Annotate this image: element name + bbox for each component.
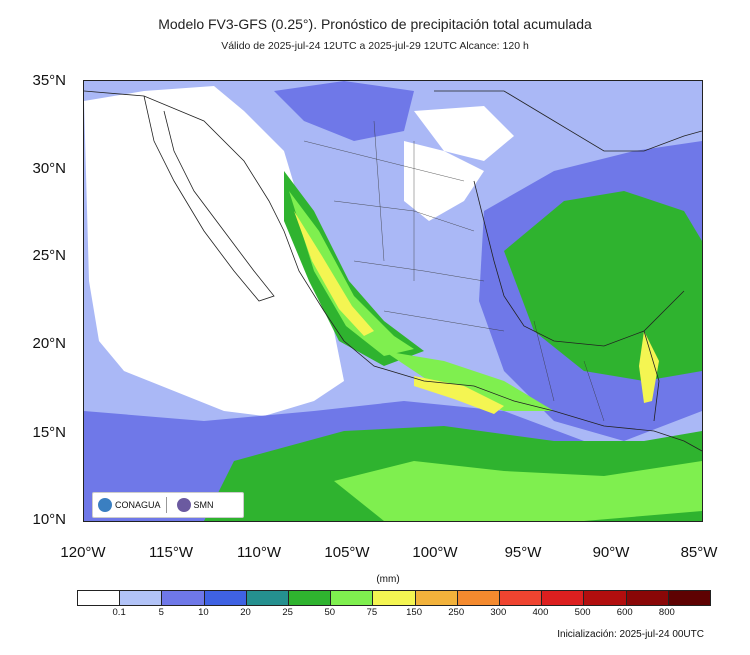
- legend-color-3: [204, 591, 247, 605]
- legend-color-5: [289, 591, 332, 605]
- coastlines: [84, 90, 702, 452]
- map-subtitle: Válido de 2025-jul-24 12UTC a 2025-jul-2…: [221, 40, 529, 52]
- legend-tick-label: 50: [324, 607, 336, 618]
- map-canvas: [84, 81, 702, 521]
- state-borders: [303, 120, 605, 422]
- lat-label-15: 15°N: [32, 424, 66, 441]
- legend-tick-label: 500: [574, 607, 591, 618]
- legend-color-7: [373, 591, 416, 605]
- legend-color-2: [162, 591, 205, 605]
- legend-tick-label: 10: [198, 607, 209, 618]
- legend-color-12: [584, 591, 627, 605]
- conagua-logo-text: CONAGUA: [115, 500, 161, 510]
- lon-label-110w: 110°W: [236, 544, 282, 561]
- legend-unit: (mm): [376, 574, 400, 585]
- legend-tick-label: 600: [616, 607, 633, 618]
- legend-tick-label: 250: [448, 607, 465, 618]
- conagua-logo-icon: [98, 498, 112, 512]
- precip-band-50mm-gulf: [504, 191, 702, 381]
- lon-label-90w: 90°W: [592, 544, 630, 561]
- precip-band-150mm-yucatan: [639, 331, 659, 403]
- legend-color-0: [78, 591, 121, 605]
- legend-tick-label: 75: [366, 607, 378, 618]
- precip-band-75mm-sierra: [289, 191, 414, 356]
- legend-tick-label: 400: [532, 607, 549, 618]
- logo-divider: [165, 497, 167, 513]
- precip-band-75mm-south: [334, 461, 702, 521]
- legend-tick-label: 150: [406, 607, 422, 618]
- lat-label-25: 25°N: [32, 247, 66, 264]
- initialization-label: Inicialización: 2025-jul-24 00UTC: [557, 629, 704, 640]
- lat-label-20: 20°N: [32, 335, 66, 352]
- smn-logo-icon: [176, 498, 191, 512]
- legend-tick-label: 300: [490, 607, 507, 618]
- precip-band-150mm-coast: [414, 376, 504, 414]
- precip-band-10mm-north: [274, 81, 414, 141]
- smn-logo-text: SMN: [193, 500, 214, 510]
- lon-label-85w: 85°W: [680, 544, 718, 561]
- lat-label-30: 30°N: [32, 160, 66, 177]
- legend-color-1: [120, 591, 163, 605]
- legend-color-8: [415, 591, 458, 605]
- legend-color-10: [500, 591, 543, 605]
- map-title: Modelo FV3-GFS (0.25°). Pronóstico de pr…: [158, 16, 592, 32]
- precip-band-150mm-sierra: [294, 211, 374, 336]
- legend-color-11: [542, 591, 585, 605]
- legend-tick-label: 20: [240, 607, 251, 618]
- lon-label-120w: 120°W: [60, 544, 106, 561]
- legend-color-13: [626, 591, 669, 605]
- legend-tick-label: 0.1: [112, 607, 126, 618]
- dry-region-interior: [404, 141, 484, 221]
- legend-colorbar: [77, 590, 711, 606]
- dry-region-texas: [414, 106, 514, 161]
- dry-region-pacific: [84, 86, 344, 416]
- lon-label-115w: 115°W: [148, 544, 194, 561]
- lon-label-95w: 95°W: [504, 544, 542, 561]
- legend-color-14: [668, 591, 711, 605]
- legend-color-4: [246, 591, 290, 605]
- lat-label-10: 10°N: [32, 511, 66, 528]
- legend-tick-label: 800: [658, 607, 675, 618]
- legend-color-6: [331, 591, 374, 605]
- legend-color-9: [457, 591, 501, 605]
- lon-label-100w: 100°W: [412, 544, 458, 561]
- legend-tick-label: 5: [158, 607, 164, 618]
- lat-label-35: 35°N: [32, 72, 66, 89]
- logo-panel: CONAGUA SMN: [92, 492, 244, 518]
- precip-band-75mm-coast: [384, 351, 554, 411]
- legend-tick-label: 25: [282, 607, 293, 618]
- precipitation-map: CONAGUA SMN: [83, 80, 703, 522]
- lon-label-105w: 105°W: [324, 544, 370, 561]
